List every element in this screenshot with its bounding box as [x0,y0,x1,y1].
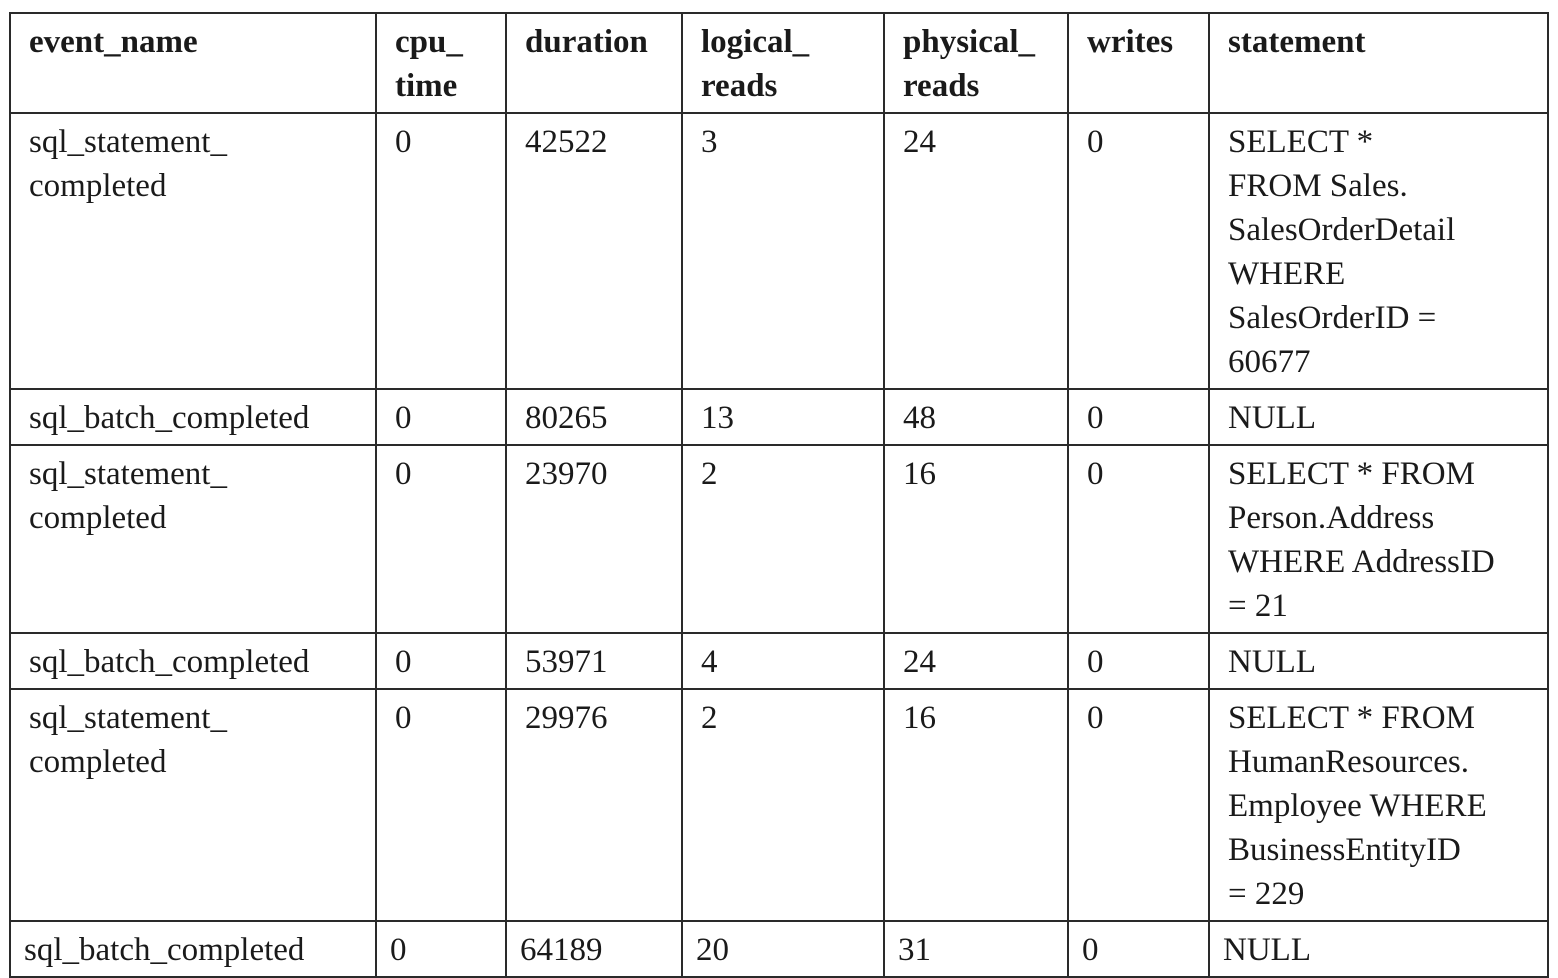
cell-statement: NULL [1208,388,1549,446]
cell-writes: 0 [1067,632,1210,690]
cell-event-name: sql_batch_completed [9,632,377,690]
cell-statement: NULL [1208,632,1549,690]
cell-writes: 0 [1067,920,1210,978]
cell-duration: 23970 [505,444,683,634]
cell-event-name: sql_statement_ completed [9,112,377,390]
table-header-row: event_name cpu_ time duration logical_ r… [9,12,1549,114]
cell-cpu-time: 0 [375,688,507,922]
header-cpu-time: cpu_ time [375,12,507,114]
cell-writes: 0 [1067,444,1210,634]
cell-cpu-time: 0 [375,632,507,690]
table-row: sql_batch_completed 0 80265 13 48 0 NULL [9,388,1549,446]
cell-physical-reads: 31 [883,920,1069,978]
cell-statement: SELECT * FROM Sales. SalesOrderDetail WH… [1208,112,1549,390]
header-statement: statement [1208,12,1549,114]
cell-duration: 64189 [505,920,683,978]
cell-writes: 0 [1067,388,1210,446]
cell-duration: 80265 [505,388,683,446]
cell-cpu-time: 0 [375,112,507,390]
table-row: sql_statement_ completed 0 29976 2 16 0 … [9,688,1549,922]
cell-logical-reads: 2 [681,688,885,922]
cell-cpu-time: 0 [375,920,507,978]
table-row: sql_statement_ completed 0 42522 3 24 0 … [9,112,1549,390]
cell-physical-reads: 48 [883,388,1069,446]
table-row: sql_batch_completed 0 53971 4 24 0 NULL [9,632,1549,690]
cell-physical-reads: 16 [883,444,1069,634]
cell-logical-reads: 4 [681,632,885,690]
header-event-name: event_name [9,12,377,114]
cell-logical-reads: 13 [681,388,885,446]
header-writes: writes [1067,12,1210,114]
cell-writes: 0 [1067,688,1210,922]
cell-physical-reads: 16 [883,688,1069,922]
cell-logical-reads: 2 [681,444,885,634]
cell-physical-reads: 24 [883,632,1069,690]
cell-duration: 53971 [505,632,683,690]
cell-event-name: sql_batch_completed [9,920,377,978]
cell-statement: SELECT * FROM Person.Address WHERE Addre… [1208,444,1549,634]
cell-duration: 29976 [505,688,683,922]
cell-event-name: sql_statement_ completed [9,688,377,922]
cell-statement: NULL [1208,920,1549,978]
header-logical-reads: logical_ reads [681,12,885,114]
cell-duration: 42522 [505,112,683,390]
cell-cpu-time: 0 [375,388,507,446]
cell-cpu-time: 0 [375,444,507,634]
cell-statement: SELECT * FROM HumanResources. Employee W… [1208,688,1549,922]
table-row: sql_statement_ completed 0 23970 2 16 0 … [9,444,1549,634]
cell-logical-reads: 20 [681,920,885,978]
cell-physical-reads: 24 [883,112,1069,390]
table-row: sql_batch_completed 0 64189 20 31 0 NULL [9,920,1549,978]
cell-event-name: sql_statement_ completed [9,444,377,634]
cell-logical-reads: 3 [681,112,885,390]
trace-events-table: event_name cpu_ time duration logical_ r… [9,12,1549,978]
header-duration: duration [505,12,683,114]
cell-writes: 0 [1067,112,1210,390]
header-physical-reads: physical_ reads [883,12,1069,114]
cell-event-name: sql_batch_completed [9,388,377,446]
